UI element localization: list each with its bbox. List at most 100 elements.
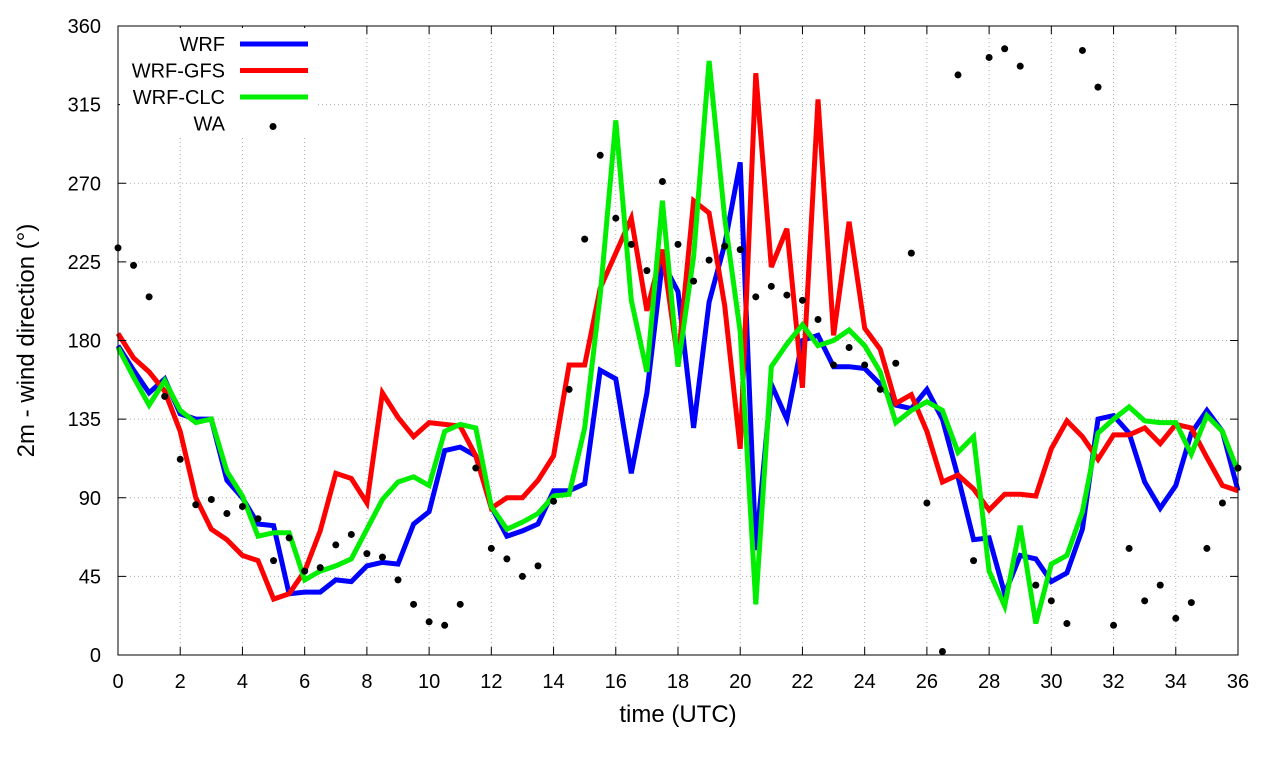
data-point-wa [565, 385, 573, 393]
data-point-wa [207, 495, 215, 503]
data-point-wa [923, 499, 931, 507]
x-tick-label: 26 [916, 671, 938, 693]
data-point-wa [985, 53, 993, 61]
x-tick-label: 34 [1165, 671, 1187, 693]
data-point-wa [674, 240, 682, 248]
data-point-wa [954, 71, 962, 79]
x-tick-label: 0 [112, 671, 123, 693]
data-point-wa [161, 392, 169, 400]
data-point-wa [332, 541, 340, 549]
data-point-wa [798, 296, 806, 304]
data-point-wa [1125, 544, 1133, 552]
legend-label-wrf-clc: WRF-CLC [133, 87, 225, 109]
series-wrf-line [115, 161, 1241, 602]
data-point-wa [410, 600, 418, 608]
data-point-wa [845, 343, 853, 351]
data-point-wa [223, 509, 231, 517]
data-point-wa [1156, 581, 1164, 589]
x-tick-label: 2 [175, 671, 186, 693]
data-point-wa [347, 530, 355, 538]
data-point-wa [705, 256, 713, 264]
data-point-wa [550, 497, 558, 505]
data-point-wa [1047, 597, 1055, 605]
x-tick-label: 28 [978, 671, 1000, 693]
data-point-wa [425, 618, 433, 626]
data-point-wa [518, 572, 526, 580]
data-point-wa [892, 359, 900, 367]
data-point-wa [503, 555, 511, 563]
data-point-wa [1016, 62, 1024, 70]
y-tick-label: 45 [79, 566, 101, 588]
data-point-wa [690, 277, 698, 285]
data-point-wa [316, 564, 324, 572]
data-point-wa [736, 246, 744, 254]
y-tick-label: 0 [90, 645, 101, 667]
data-point-wa [1032, 581, 1040, 589]
data-point-wa [627, 240, 635, 248]
data-point-wa [363, 550, 371, 558]
data-point-wa [876, 385, 884, 393]
data-point-wa [861, 361, 869, 369]
y-tick-label: 270 [68, 173, 101, 195]
data-point-wa [238, 502, 246, 510]
data-point-wa [130, 261, 138, 269]
legend-label-wrf: WRF [179, 34, 225, 56]
data-point-wa [192, 501, 200, 509]
legend-swatch-wa [269, 123, 277, 130]
data-point-wa [938, 648, 946, 656]
data-point-wa [534, 562, 542, 570]
data-point-wa [1094, 83, 1102, 91]
y-tick-label: 315 [68, 95, 101, 117]
x-axis-title: time (UTC) [619, 701, 736, 728]
series-wa-points [114, 45, 1242, 656]
data-point-wa [1110, 621, 1118, 629]
data-point-wa [456, 600, 464, 608]
data-point-wa [643, 267, 651, 275]
x-tick-label: 8 [361, 671, 372, 693]
x-tick-label: 36 [1227, 671, 1249, 693]
y-axis-title: 2m - wind direction (°) [13, 224, 40, 458]
grid-lines [118, 26, 1238, 655]
x-tick-label: 32 [1102, 671, 1124, 693]
data-point-wa [1063, 620, 1071, 628]
data-point-wa [145, 293, 153, 301]
data-point-wa [970, 557, 978, 565]
data-point-wa [612, 214, 620, 222]
data-point-wa [254, 515, 262, 523]
x-tick-label: 30 [1040, 671, 1062, 693]
x-tick-label: 6 [299, 671, 310, 693]
x-tick-label: 16 [605, 671, 627, 693]
x-tick-label: 20 [729, 671, 751, 693]
data-point-wa [596, 151, 604, 159]
x-tick-label: 4 [237, 671, 248, 693]
y-tick-label: 360 [68, 16, 101, 38]
data-point-wa [721, 242, 729, 250]
data-point-wa [1172, 614, 1180, 622]
tick-labels: 0 2 4 6 8 10 12 14 16 18 20 22 24 26 28 30 32 34 360459013… [68, 16, 1250, 693]
data-point-wa [1203, 544, 1211, 552]
data-point-wa [907, 249, 915, 257]
y-tick-label: 135 [68, 409, 101, 431]
data-point-wa [176, 455, 184, 463]
data-point-wa [441, 621, 449, 629]
series-wrf-clc-line [115, 60, 1241, 625]
data-point-wa [1218, 499, 1226, 507]
series-layer [114, 45, 1242, 656]
data-point-wa [783, 291, 791, 299]
x-tick-label: 14 [542, 671, 564, 693]
x-tick-label: 10 [418, 671, 440, 693]
x-tick-label: 24 [854, 671, 876, 693]
data-point-wa [581, 235, 589, 243]
data-point-wa [830, 361, 838, 369]
legend-label-wa: WA [194, 114, 226, 136]
data-point-wa [472, 464, 480, 472]
y-tick-label: 180 [68, 331, 101, 353]
data-point-wa [285, 534, 293, 542]
data-point-wa [394, 576, 402, 584]
data-point-wa [1141, 597, 1149, 605]
legend: WRF WRF-GFS WRF-CLC WA [120, 28, 316, 138]
data-point-wa [1078, 46, 1086, 54]
data-point-wa [487, 544, 495, 552]
data-point-wa [767, 282, 775, 290]
